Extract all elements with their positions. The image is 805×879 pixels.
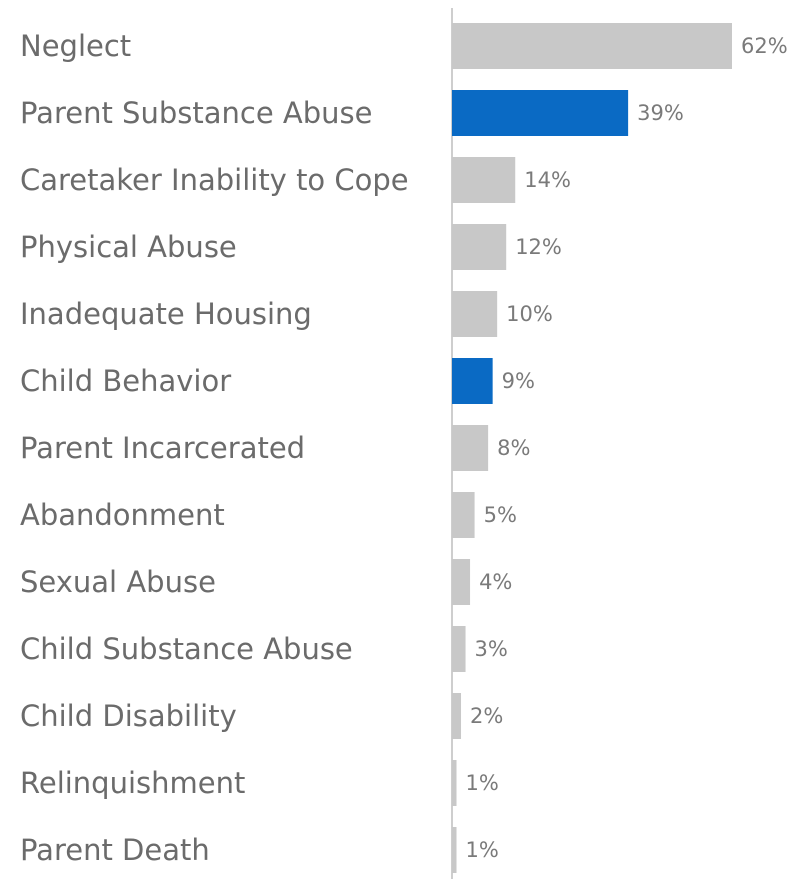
bar (452, 760, 457, 806)
category-label: Relinquishment (20, 766, 245, 800)
value-label: 2% (470, 704, 503, 728)
bar (452, 693, 462, 739)
bars (452, 23, 732, 873)
category-label: Neglect (20, 29, 131, 63)
value-label: 9% (502, 369, 535, 393)
category-label: Child Disability (20, 699, 237, 733)
bar (452, 492, 475, 538)
category-label: Physical Abuse (20, 230, 237, 264)
value-label: 3% (475, 637, 508, 661)
value-label: 4% (479, 570, 512, 594)
value-label: 39% (637, 101, 684, 125)
value-label: 8% (497, 436, 530, 460)
bar (452, 23, 732, 69)
category-label: Abandonment (20, 498, 225, 532)
bar (452, 626, 466, 672)
bar (452, 224, 507, 270)
category-label: Inadequate Housing (20, 297, 312, 331)
category-label: Caretaker Inability to Cope (20, 163, 409, 197)
category-label: Parent Incarcerated (20, 431, 305, 465)
category-label: Parent Substance Abuse (20, 96, 372, 130)
bar (452, 291, 498, 337)
bar (452, 425, 489, 471)
value-label: 5% (484, 503, 517, 527)
bar (452, 157, 516, 203)
bar (452, 827, 457, 873)
category-label: Child Substance Abuse (20, 632, 353, 666)
value-label: 12% (515, 235, 562, 259)
value-label: 1% (466, 771, 499, 795)
category-label: Sexual Abuse (20, 565, 216, 599)
bar (452, 559, 471, 605)
bar (452, 358, 493, 404)
category-labels: Neglect Parent Substance Abuse Caretaker I… (20, 29, 409, 867)
value-labels: 62% 39% 14% 12% 10% 9% 8% 5% 4% 3% 2% 1% 1% (466, 34, 788, 862)
bar (452, 90, 629, 136)
value-label: 1% (466, 838, 499, 862)
value-label: 62% (741, 34, 788, 58)
value-label: 14% (524, 168, 571, 192)
value-label: 10% (506, 302, 553, 326)
category-label: Child Behavior (20, 364, 231, 398)
category-label: Parent Death (20, 833, 210, 867)
